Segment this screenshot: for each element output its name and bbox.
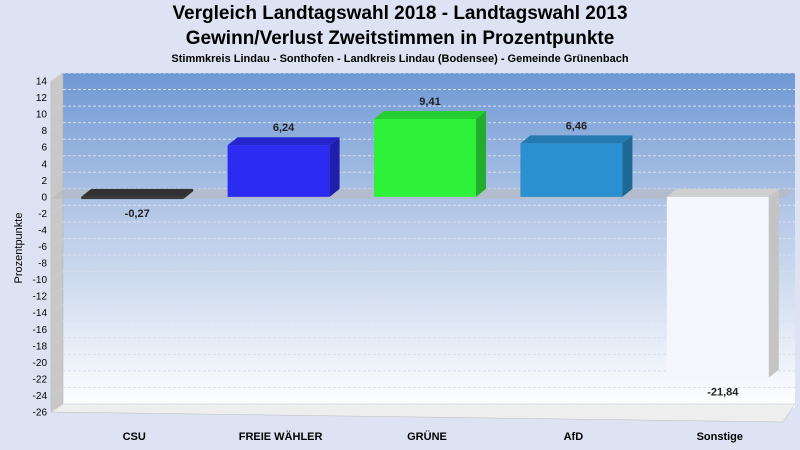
bar-sonstige xyxy=(666,188,779,378)
bar-freie-w-hler xyxy=(227,137,340,197)
category-labels: CSU FREIE WÄHLER GRÜNE AfD Sonstige xyxy=(123,430,743,443)
gridline-side xyxy=(50,155,64,164)
y-tick-label: 0 xyxy=(41,192,47,203)
bars xyxy=(81,110,779,378)
gridline-side xyxy=(50,105,64,115)
gridline-side xyxy=(50,304,64,313)
y-tick-label: -14 xyxy=(33,308,48,319)
bar-front xyxy=(666,196,769,378)
y-axis-label: Prozentpunkte xyxy=(13,213,25,284)
bar-top xyxy=(666,188,779,197)
gridline-side xyxy=(50,321,64,330)
chart-title-line2: Gewinn/Verlust Zweitstimmen in Prozentpu… xyxy=(185,28,615,49)
gridline-side xyxy=(50,205,64,214)
y-tick-label: 8 xyxy=(41,126,47,137)
gridline-side xyxy=(50,122,64,131)
y-tick-label: -16 xyxy=(33,325,48,336)
x-tick-label: GRÜNE xyxy=(407,430,447,443)
bar-front xyxy=(520,143,623,197)
data-label: -0,27 xyxy=(125,208,150,220)
x-tick-label: AfD xyxy=(564,431,584,443)
bar-csu xyxy=(81,188,194,200)
y-axis-ticks: 14 12 10 8 6 4 2 0 -2 -4 -6 -8 -10 -12 -14 -16 -18 -20 -22… xyxy=(33,77,48,419)
gridline-side xyxy=(50,188,64,198)
data-label: 6,46 xyxy=(566,120,587,132)
y-tick-label: -26 xyxy=(33,408,48,419)
y-tick-label: -20 xyxy=(33,358,48,369)
gridline-side xyxy=(50,287,64,297)
y-tick-label: -2 xyxy=(38,209,47,220)
gridline-side xyxy=(50,254,64,264)
chart-subtitle: Stimmkreis Lindau - Sonthofen - Landkrei… xyxy=(171,53,629,65)
gridline-side xyxy=(50,370,64,380)
bar-side xyxy=(476,110,486,197)
bar-side xyxy=(768,188,779,378)
gridline-side xyxy=(50,172,64,181)
bar-top xyxy=(520,135,633,144)
gridline-side xyxy=(50,403,64,413)
x-tick-label: Sonstige xyxy=(697,431,743,443)
data-label: 9,41 xyxy=(419,96,440,108)
gridline-side xyxy=(50,221,64,231)
gridline-side xyxy=(50,72,64,82)
bar-front xyxy=(227,145,330,197)
plot-floor xyxy=(50,403,796,423)
gridline-side xyxy=(50,89,64,98)
y-tick-label: 14 xyxy=(36,77,48,88)
y-tick-label: -10 xyxy=(33,275,48,286)
y-tick-label: 12 xyxy=(36,93,48,104)
chart-title: Vergleich Landtagswahl 2018 - Landtagswa… xyxy=(172,3,628,24)
x-tick-label: FREIE WÄHLER xyxy=(239,430,323,443)
x-tick-label: CSU xyxy=(123,431,146,443)
bar-gr-ne xyxy=(374,110,486,197)
y-tick-label: -12 xyxy=(33,292,48,303)
gridline-side xyxy=(50,354,64,363)
y-tick-label: 6 xyxy=(41,143,47,154)
y-tick-label: -18 xyxy=(33,341,48,352)
y-tick-label: -8 xyxy=(38,259,47,270)
y-tick-label: -22 xyxy=(33,374,48,385)
y-tick-label: 10 xyxy=(36,110,48,121)
gridline-side xyxy=(50,337,64,347)
gridline-side xyxy=(50,271,64,280)
bar-side xyxy=(622,135,633,197)
bar-front xyxy=(81,196,184,200)
y-tick-label: -6 xyxy=(38,242,47,253)
data-label: 6,24 xyxy=(273,122,295,134)
y-tick-label: 4 xyxy=(41,159,47,170)
y-tick-label: -4 xyxy=(38,225,47,236)
bar-side xyxy=(329,137,340,197)
bar-side xyxy=(183,188,194,200)
bar-top xyxy=(374,110,486,119)
y-tick-label: 2 xyxy=(41,176,47,187)
data-labels: -0,27 6,24 9,41 6,46 -21,84 xyxy=(125,96,740,399)
bar-afd xyxy=(520,135,633,197)
bar-top xyxy=(81,188,194,197)
gridline-side xyxy=(50,138,64,148)
data-label: -21,84 xyxy=(707,387,739,399)
bar-front xyxy=(374,118,476,197)
y-tick-label: -24 xyxy=(33,391,48,402)
bar-top xyxy=(227,137,340,146)
gridline-side xyxy=(50,238,64,247)
gridline-side xyxy=(50,387,64,396)
